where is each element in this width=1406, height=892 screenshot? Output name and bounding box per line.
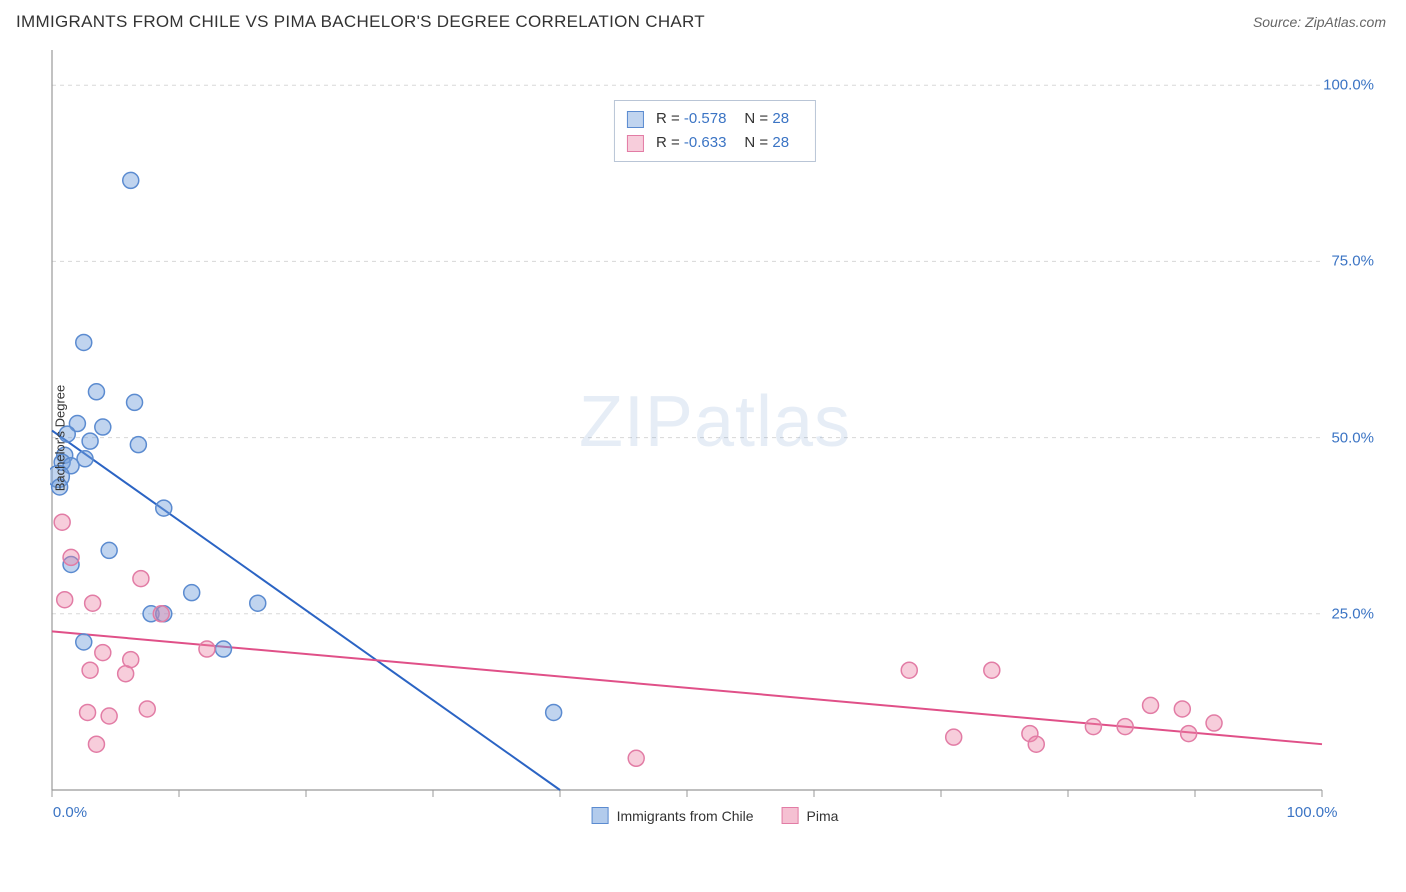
- header: IMMIGRANTS FROM CHILE VS PIMA BACHELOR'S…: [0, 0, 1406, 40]
- y-tick-label: 50.0%: [1331, 429, 1374, 446]
- legend-swatch: [592, 807, 609, 824]
- legend-item: Pima: [782, 807, 839, 824]
- legend-swatch: [782, 807, 799, 824]
- legend-stat-row: R = -0.578N = 28: [627, 107, 803, 131]
- series-legend: Immigrants from Chile Pima: [592, 807, 839, 824]
- legend-swatch: [627, 111, 644, 128]
- legend-label: Pima: [807, 808, 839, 824]
- scatter-plot: [50, 48, 1380, 828]
- chart-title: IMMIGRANTS FROM CHILE VS PIMA BACHELOR'S…: [16, 12, 705, 32]
- x-tick-label: 0.0%: [53, 804, 87, 821]
- legend-label: Immigrants from Chile: [617, 808, 754, 824]
- y-tick-label: 25.0%: [1331, 605, 1374, 622]
- legend-item: Immigrants from Chile: [592, 807, 754, 824]
- x-tick-label: 100.0%: [1287, 804, 1338, 821]
- legend-stat-row: R = -0.633N = 28: [627, 131, 803, 155]
- source-attribution: Source: ZipAtlas.com: [1253, 14, 1386, 30]
- y-tick-label: 75.0%: [1331, 253, 1374, 270]
- y-tick-label: 100.0%: [1323, 77, 1374, 94]
- legend-swatch: [627, 135, 644, 152]
- correlation-legend: R = -0.578N = 28R = -0.633N = 28: [614, 100, 816, 162]
- chart-area: Bachelor's Degree ZIPatlas R = -0.578N =…: [50, 48, 1380, 828]
- y-axis-label: Bachelor's Degree: [53, 385, 68, 492]
